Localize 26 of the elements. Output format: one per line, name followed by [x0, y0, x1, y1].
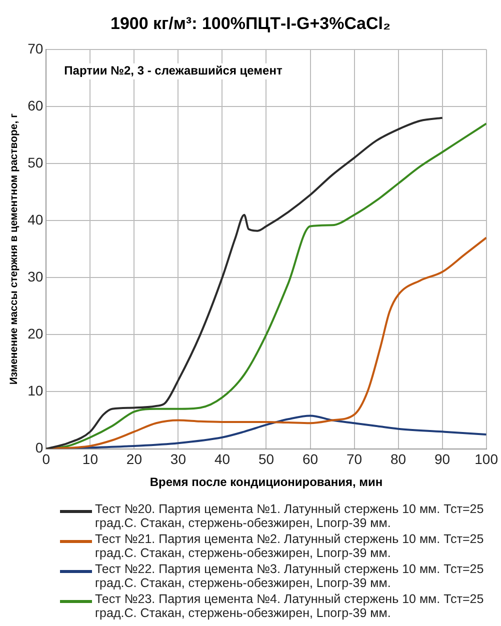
y-tick-label: 40 [28, 211, 44, 228]
x-tick-label: 30 [170, 451, 186, 468]
x-tick-label: 60 [302, 451, 318, 468]
legend-label: Тест №21. Партия цемента №2. Латунный стержень 10 мм. Тст=25 град.С. Стакан, стержень-обезжирен, Lпогр-39 мм. [95, 532, 485, 560]
y-tick-label: 70 [28, 40, 44, 56]
legend-label: Тест №23. Партия цемента №4. Латунный стержень 10 мм. Тст=25 град.С. Стакан, стержень-обезжирен, Lпогр-39 мм. [95, 592, 485, 620]
y-tick-label: 20 [28, 326, 44, 342]
y-tick-label: 30 [28, 268, 44, 284]
x-tick-label: 40 [214, 451, 230, 468]
y-tick-label: 0 [35, 440, 44, 456]
legend-label: Тест №20. Партия цемента №1. Латунный стержень 10 мм. Тст=25 град.С. Стакан, стержень-обезжирен, Lпогр-39 мм. [95, 502, 485, 530]
x-tick-label: 10 [82, 451, 98, 468]
x-tick-label: 50 [258, 451, 274, 468]
x-axis-title: Время после кондиционирования, мин [150, 475, 383, 490]
x-tick-label: 70 [346, 451, 362, 468]
y-tick-label: 50 [28, 154, 44, 170]
y-tick-label: 10 [28, 382, 44, 399]
y-tick-label: 60 [28, 97, 44, 114]
x-tick-label: 90 [434, 451, 450, 468]
y-axis-title: Изменение массы стержня в цементном растворе, г [8, 112, 20, 385]
chart-title: 1900 кг/м³: 100%ПЦТ-I-G+3%CaCl₂ [109, 14, 392, 35]
x-tick-label: 80 [390, 451, 406, 468]
x-tick-label: 100 [474, 451, 498, 468]
x-tick-label: 20 [126, 451, 142, 468]
legend-label: Тест №22. Партия цемента №3. Латунный стержень 10 мм. Тст=25 град.С. Стакан, стержень-обезжирен, Lпогр-39 мм. [95, 562, 485, 590]
annotation: Партии №2, 3 - слежавшийся цемент [64, 64, 282, 78]
